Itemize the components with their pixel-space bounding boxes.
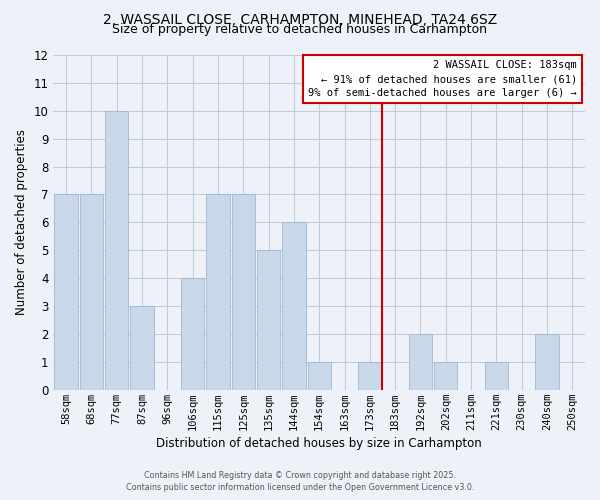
Bar [181, 278, 204, 390]
Text: 2 WASSAIL CLOSE: 183sqm
← 91% of detached houses are smaller (61)
9% of semi-det: 2 WASSAIL CLOSE: 183sqm ← 91% of detache… [308, 60, 577, 98]
X-axis label: Distribution of detached houses by size in Carhampton: Distribution of detached houses by size … [157, 437, 482, 450]
Text: Contains HM Land Registry data © Crown copyright and database right 2025.
Contai: Contains HM Land Registry data © Crown c… [126, 471, 474, 492]
Bar [535, 334, 559, 390]
Bar [206, 194, 230, 390]
Bar [130, 306, 154, 390]
Bar [232, 194, 255, 390]
Bar [434, 362, 457, 390]
Bar [80, 194, 103, 390]
Bar [282, 222, 305, 390]
Text: Size of property relative to detached houses in Carhampton: Size of property relative to detached ho… [113, 22, 487, 36]
Bar [257, 250, 280, 390]
Bar [485, 362, 508, 390]
Bar [105, 111, 128, 390]
Bar [308, 362, 331, 390]
Text: 2, WASSAIL CLOSE, CARHAMPTON, MINEHEAD, TA24 6SZ: 2, WASSAIL CLOSE, CARHAMPTON, MINEHEAD, … [103, 12, 497, 26]
Y-axis label: Number of detached properties: Number of detached properties [15, 130, 28, 316]
Bar [409, 334, 432, 390]
Bar [358, 362, 382, 390]
Bar [55, 194, 78, 390]
